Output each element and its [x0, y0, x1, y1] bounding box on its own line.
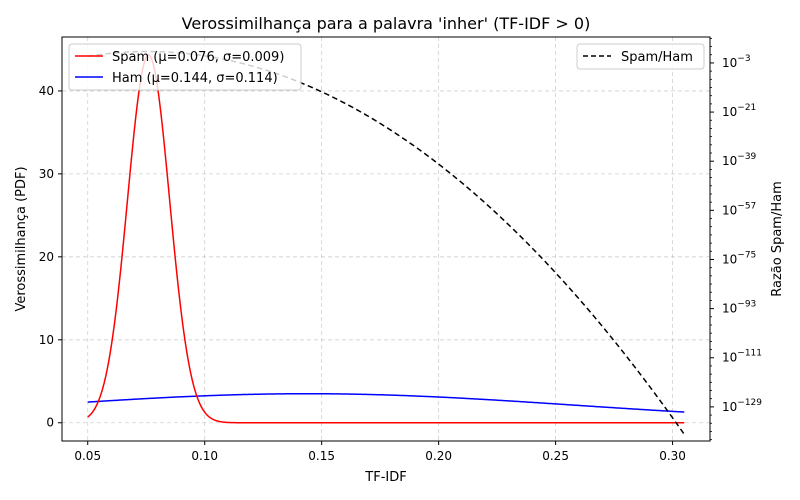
y2-tick-label: 10−39: [722, 152, 757, 168]
x-axis: 0.05 0.10 0.15 0.20 0.25 0.30: [74, 441, 686, 463]
y2-tick-label: 10−21: [722, 103, 756, 119]
y2-tick-label: 10−129: [722, 398, 762, 414]
plot-frame: [61, 36, 711, 442]
y-axis-label: Verossimilhança (PDF): [14, 166, 29, 311]
x-tick-label: 0.05: [74, 449, 101, 463]
series-line-spam: [87, 54, 685, 424]
y-axis-right: 10−3 10−21 10−39 10−57 10−75 10−93 10−111 10−12…: [710, 37, 762, 441]
x-tick-label: 0.30: [659, 449, 686, 463]
y2-tick-label: 10−3: [722, 54, 751, 70]
x-tick-label: 0.10: [191, 449, 218, 463]
legend-right: Spam/Ham: [576, 43, 705, 70]
legend-left-box: [68, 43, 302, 91]
legend-right-box: [576, 43, 705, 70]
chart-title: Verossimilhança para a palavra 'inher' (…: [182, 14, 591, 33]
y-tick-label: 30: [39, 167, 54, 181]
y2-tick-label: 10−75: [722, 250, 756, 266]
y2-tick-label: 10−57: [722, 201, 756, 217]
y-tick-label: 40: [39, 84, 54, 98]
y-tick-label: 10: [39, 333, 54, 347]
y-axis-left: 0 10 20 30 40: [39, 84, 62, 430]
y2-axis-label: Razão Spam/Ham: [770, 181, 785, 297]
legend-ham-label: Ham (μ=0.144, σ=0.114): [112, 71, 278, 86]
x-tick-label: 0.25: [542, 449, 569, 463]
y-tick-label: 20: [39, 250, 54, 264]
x-axis-label: TF-IDF: [364, 470, 406, 485]
legend-spam-label: Spam (μ=0.076, σ=0.009): [112, 50, 284, 65]
series-line-ham: [87, 392, 685, 413]
x-tick-label: 0.20: [425, 449, 452, 463]
y2-tick-label: 10−111: [722, 349, 762, 365]
y-tick-label: 0: [46, 416, 54, 430]
x-tick-label: 0.15: [308, 449, 335, 463]
y2-tick-label: 10−93: [722, 300, 756, 316]
legend-ratio-label: Spam/Ham: [621, 50, 693, 65]
legend-left: Spam (μ=0.076, σ=0.009) Ham (μ=0.144, σ=…: [68, 43, 302, 91]
